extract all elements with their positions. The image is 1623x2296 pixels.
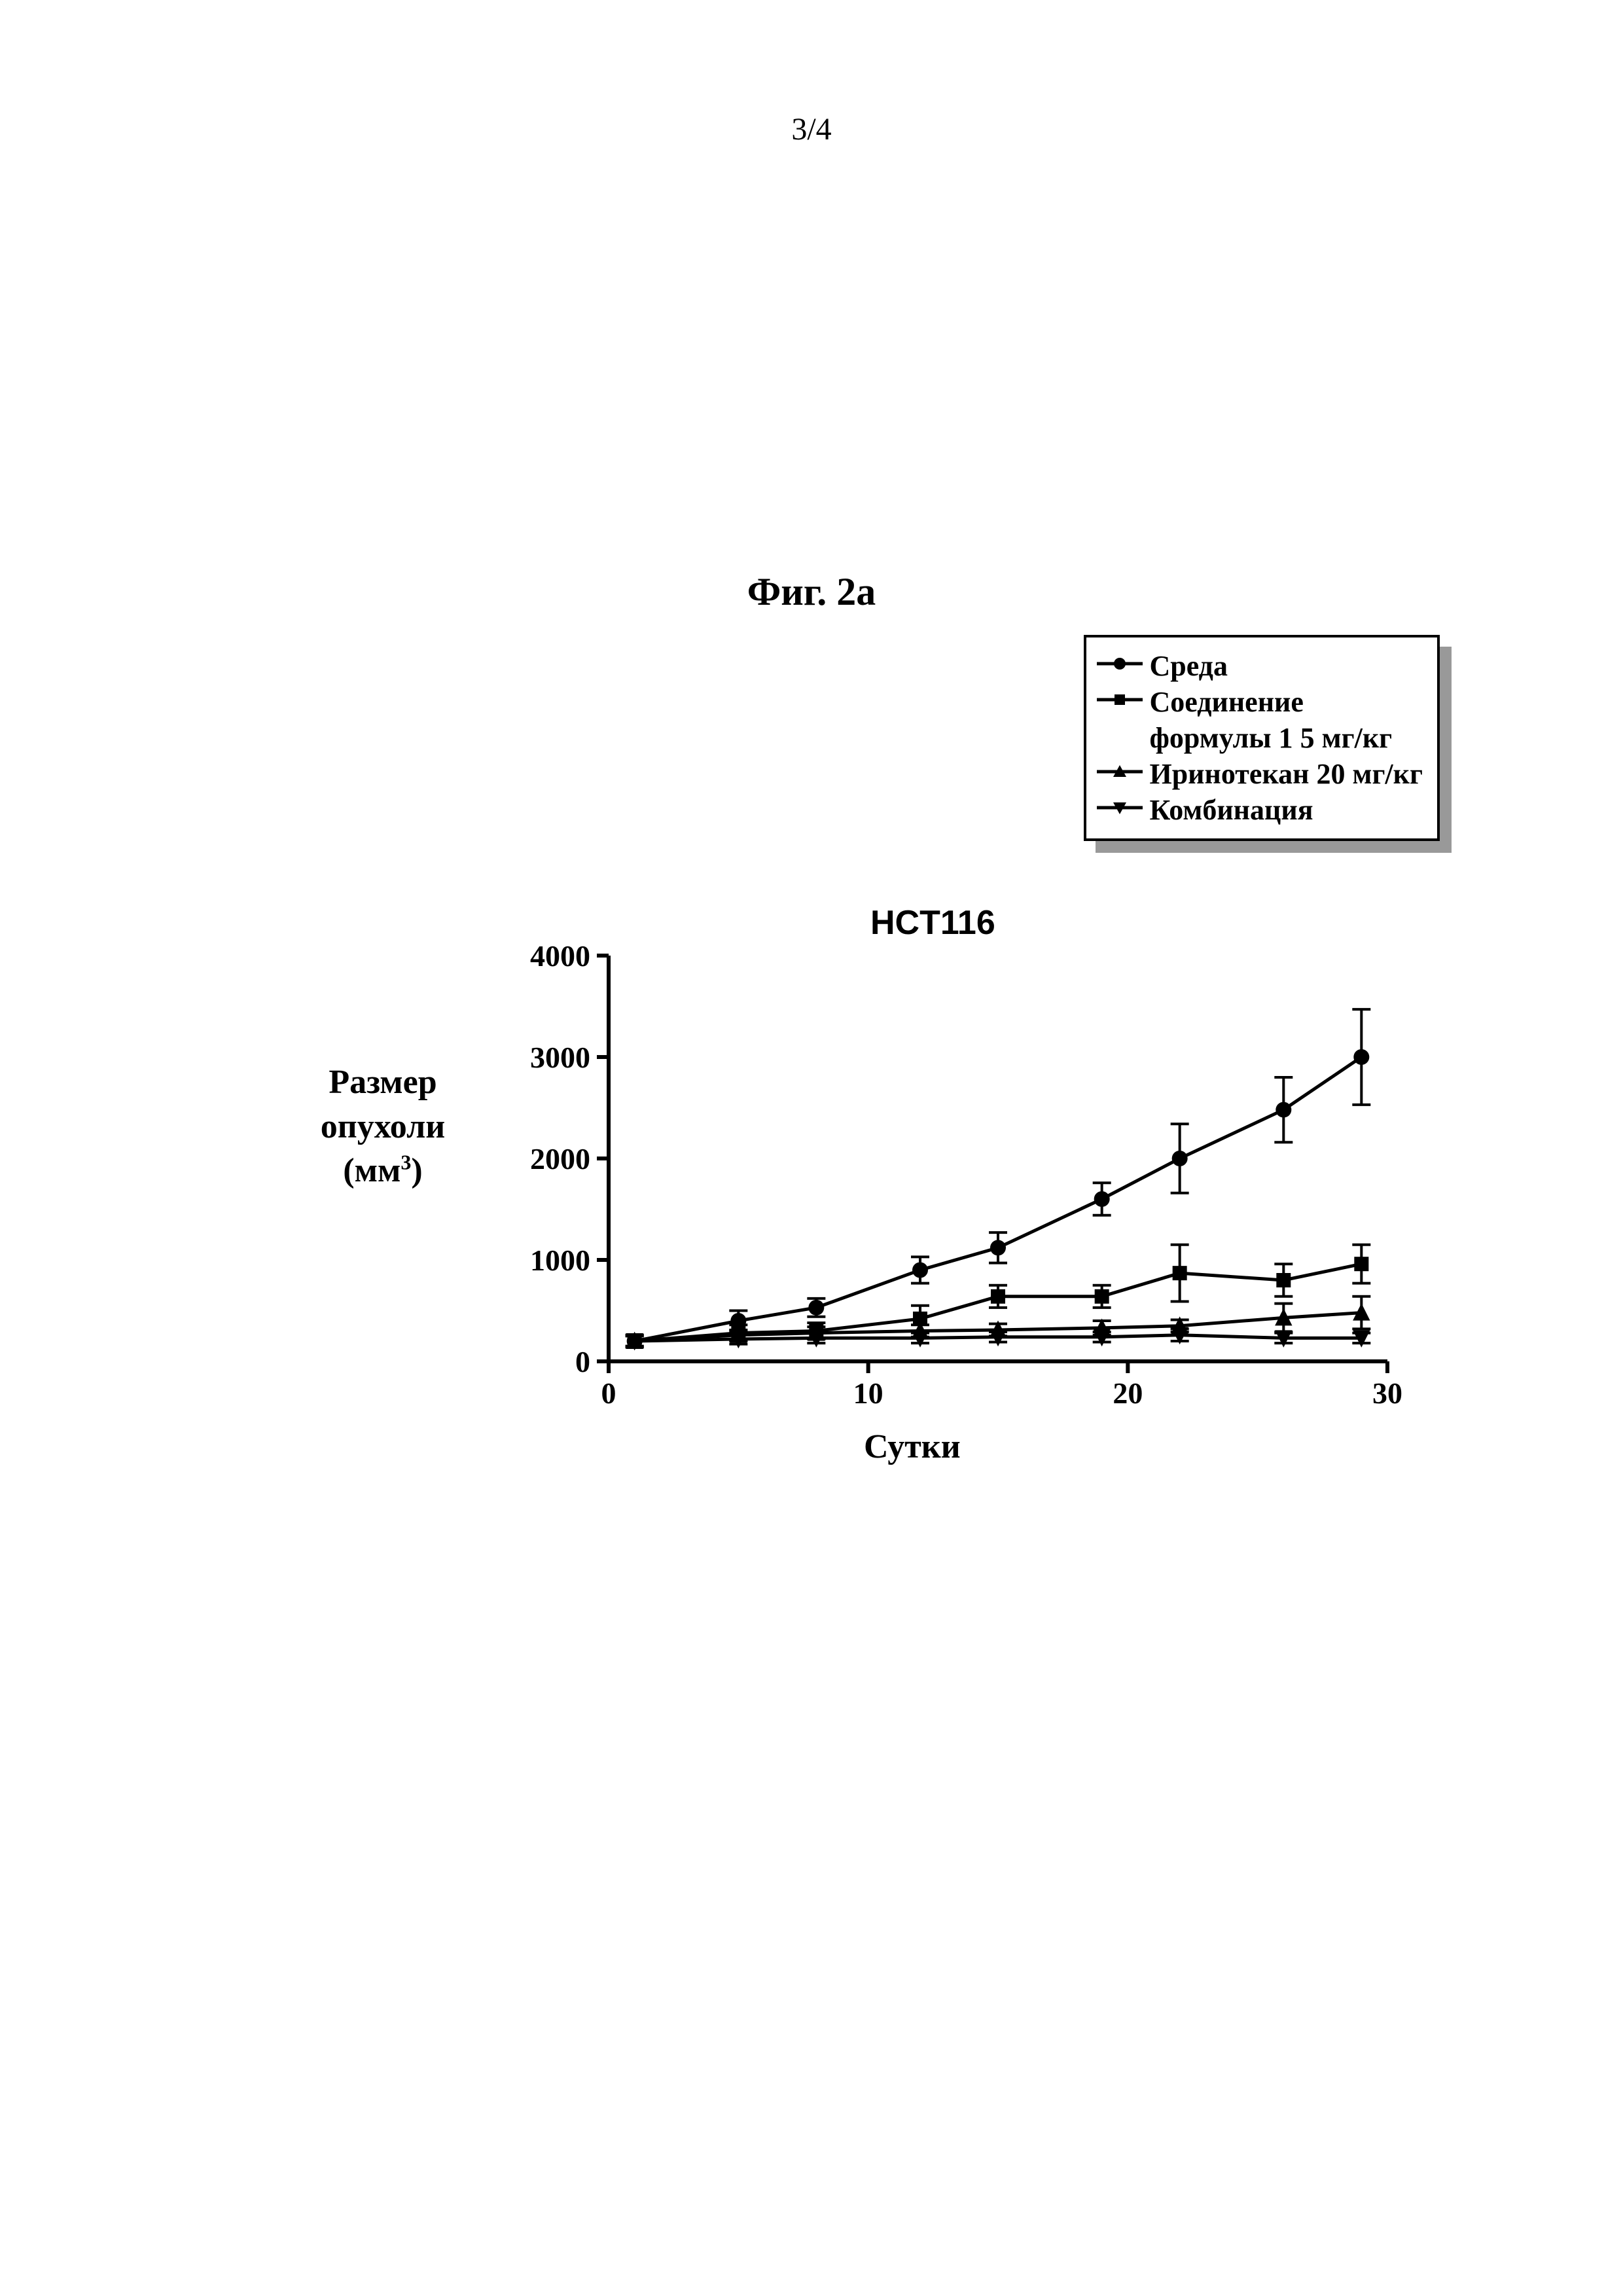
- ylabel-sup: 3: [401, 1151, 411, 1174]
- legend-item-combo: Комбинация: [1097, 792, 1423, 828]
- chart-subtitle: HCT116: [870, 903, 995, 942]
- x-axis-label: Сутки: [864, 1427, 961, 1466]
- ylabel-line: опухоли: [321, 1108, 445, 1145]
- ylabel-line: ): [411, 1152, 422, 1189]
- svg-text:30: 30: [1372, 1376, 1402, 1410]
- y-axis-label: Размер опухоли (мм3): [275, 1060, 491, 1193]
- ylabel-line: Размер: [329, 1064, 437, 1101]
- triangle-up-marker-icon: [1097, 764, 1143, 780]
- page-number: 3/4: [791, 111, 831, 147]
- legend-label-line: формулы 1 5 мг/кг: [1149, 722, 1392, 754]
- plot-area: 0 1000 2000 3000 4000 0 10 20 30: [497, 942, 1414, 1420]
- legend-label: Соединение формулы 1 5 мг/кг: [1149, 684, 1392, 756]
- svg-text:2000: 2000: [530, 1142, 590, 1175]
- square-marker-icon: [1097, 692, 1143, 708]
- legend-item-vehicle: Среда: [1097, 648, 1423, 684]
- legend-label-line: Соединение: [1149, 686, 1303, 718]
- legend-label: Среда: [1149, 648, 1227, 684]
- triangle-down-marker-icon: [1097, 800, 1143, 816]
- legend-item-irinotecan: Иринотекан 20 мг/кг: [1097, 756, 1423, 792]
- chart-container: Среда Соединение формулы 1 5 мг/кг Ирино…: [275, 635, 1466, 1453]
- svg-text:0: 0: [575, 1345, 590, 1378]
- figure-title: Фиг. 2a: [747, 569, 876, 615]
- svg-text:1000: 1000: [530, 1244, 590, 1277]
- legend-label: Иринотекан 20 мг/кг: [1149, 756, 1423, 792]
- svg-text:4000: 4000: [530, 942, 590, 973]
- svg-text:10: 10: [853, 1376, 883, 1410]
- svg-text:0: 0: [601, 1376, 616, 1410]
- legend-label: Комбинация: [1149, 792, 1313, 828]
- circle-marker-icon: [1097, 656, 1143, 672]
- ylabel-line: (мм: [343, 1152, 401, 1189]
- svg-text:3000: 3000: [530, 1041, 590, 1074]
- svg-text:20: 20: [1113, 1376, 1143, 1410]
- legend: Среда Соединение формулы 1 5 мг/кг Ирино…: [1084, 635, 1440, 841]
- legend-item-compound: Соединение формулы 1 5 мг/кг: [1097, 684, 1423, 756]
